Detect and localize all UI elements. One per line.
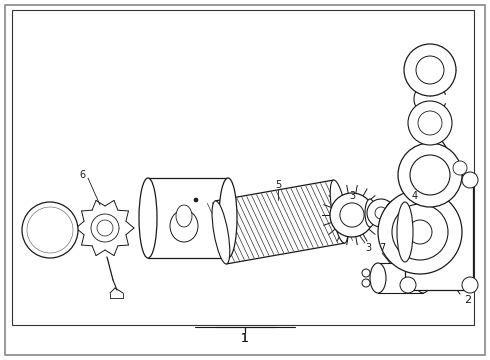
Bar — [405, 175, 473, 290]
Ellipse shape — [170, 210, 198, 242]
Circle shape — [404, 44, 456, 96]
Text: 2: 2 — [465, 295, 471, 305]
Circle shape — [392, 206, 406, 220]
Circle shape — [27, 207, 73, 253]
Text: 6: 6 — [79, 170, 85, 180]
Ellipse shape — [139, 178, 157, 258]
Ellipse shape — [413, 203, 421, 223]
Circle shape — [416, 56, 444, 84]
Circle shape — [408, 220, 432, 244]
Text: 3: 3 — [365, 243, 371, 253]
Circle shape — [453, 161, 467, 175]
Text: 1: 1 — [241, 332, 249, 345]
Circle shape — [22, 202, 78, 258]
Circle shape — [194, 198, 198, 202]
Circle shape — [362, 279, 370, 287]
Ellipse shape — [219, 178, 237, 258]
Circle shape — [398, 143, 462, 207]
Ellipse shape — [365, 199, 375, 227]
Ellipse shape — [344, 201, 354, 222]
Circle shape — [462, 277, 478, 293]
Circle shape — [330, 193, 374, 237]
Bar — [429, 175, 439, 183]
Text: 5: 5 — [275, 180, 281, 190]
Circle shape — [362, 269, 370, 277]
Circle shape — [340, 203, 364, 227]
Circle shape — [392, 204, 448, 260]
Circle shape — [400, 277, 416, 293]
Circle shape — [418, 111, 442, 135]
Ellipse shape — [330, 180, 348, 243]
Bar — [12, 10, 474, 325]
Text: 3: 3 — [349, 191, 355, 201]
Circle shape — [410, 155, 450, 195]
Text: 7: 7 — [379, 243, 385, 253]
Circle shape — [91, 214, 119, 242]
Ellipse shape — [426, 269, 436, 287]
Circle shape — [408, 101, 452, 145]
Ellipse shape — [415, 263, 431, 293]
Circle shape — [375, 207, 387, 219]
Ellipse shape — [212, 201, 230, 264]
Circle shape — [378, 190, 462, 274]
Circle shape — [385, 199, 413, 227]
Ellipse shape — [397, 202, 413, 262]
Ellipse shape — [176, 205, 192, 227]
Bar — [443, 175, 453, 183]
Circle shape — [462, 172, 478, 188]
Ellipse shape — [435, 271, 443, 285]
Text: 1: 1 — [241, 332, 249, 345]
Bar — [415, 175, 425, 183]
Circle shape — [42, 222, 58, 238]
Circle shape — [367, 199, 395, 227]
Circle shape — [32, 212, 68, 248]
Text: 4: 4 — [412, 191, 418, 201]
Ellipse shape — [370, 263, 386, 293]
Circle shape — [400, 172, 416, 188]
Circle shape — [97, 220, 113, 236]
